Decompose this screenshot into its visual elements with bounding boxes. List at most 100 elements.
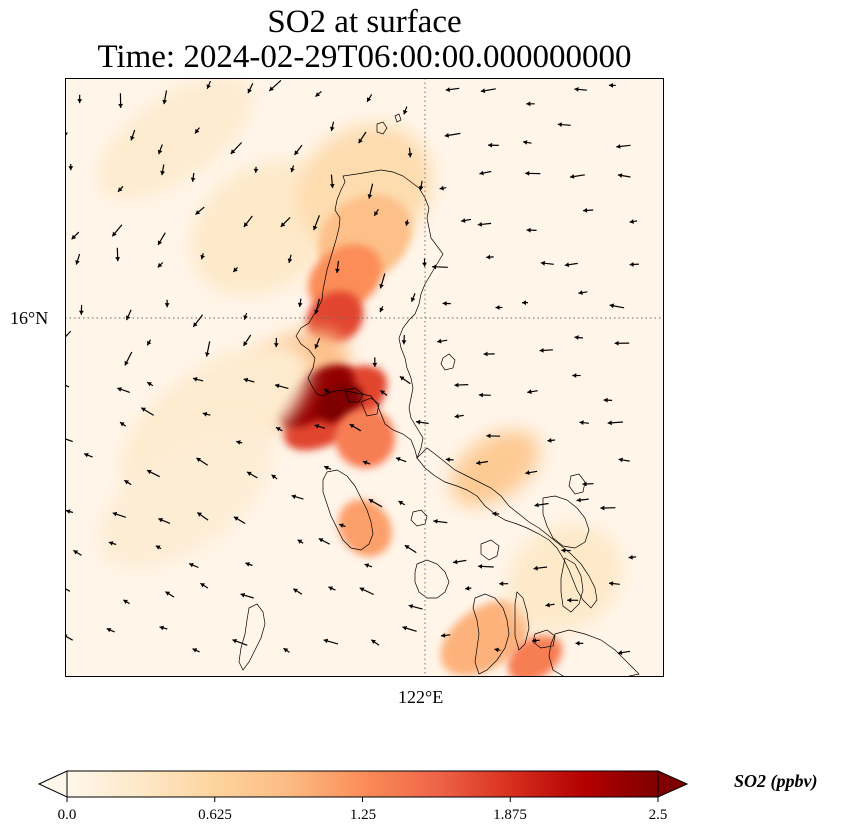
wind-arrow-head xyxy=(486,254,491,260)
wind-arrow-head xyxy=(603,397,608,403)
wind-arrow-head xyxy=(236,440,241,445)
wind-arrow-head xyxy=(368,499,374,504)
wind-arrow-head xyxy=(124,480,129,485)
wind-arrow-head xyxy=(379,307,384,313)
wind-arrow-head xyxy=(328,586,333,591)
wind-arrow-head xyxy=(243,222,249,227)
wind-arrow-head xyxy=(439,185,444,191)
wind-arrow-head xyxy=(607,420,612,426)
wind-arrow-head xyxy=(294,150,299,155)
wind-arrow-head xyxy=(193,322,198,327)
map-title-line2: Time: 2024-02-29T06:00:00.000000000 xyxy=(97,39,632,75)
wind-arrow-head xyxy=(494,647,499,653)
colorbar-extend-low xyxy=(37,770,68,798)
wind-arrow-shaft xyxy=(65,132,68,138)
wind-arrow-head xyxy=(276,427,281,432)
wind-arrow-head xyxy=(240,592,245,598)
wind-arrow-head xyxy=(364,563,370,568)
wind-arrow-shaft xyxy=(65,330,72,339)
wind-arrow-head xyxy=(574,335,579,340)
wind-arrow-head xyxy=(147,340,152,346)
wind-arrow-head xyxy=(290,167,295,173)
wind-arrow-head xyxy=(75,260,80,265)
wind-arrow-head xyxy=(106,627,112,633)
wind-arrow-head xyxy=(329,183,335,189)
wind-arrow-head xyxy=(579,420,584,425)
longitude-tick-label: 122°E xyxy=(398,687,444,707)
wind-arrow-head xyxy=(629,262,634,267)
wind-arrow-head xyxy=(445,87,450,92)
wind-arrow-head xyxy=(71,234,77,240)
wind-arrow-head xyxy=(404,545,410,550)
wind-arrow-head xyxy=(609,303,614,309)
so2-plume-patch xyxy=(97,78,253,200)
wind-arrow-head xyxy=(540,260,545,266)
so2-plume-patch xyxy=(276,364,354,428)
wind-arrow-head xyxy=(190,177,196,182)
wind-arrow-head xyxy=(608,82,613,88)
wind-arrow-head xyxy=(233,516,239,521)
colorbar-tick-label: 1.875 xyxy=(493,807,527,823)
wind-arrow-head xyxy=(118,187,123,192)
wind-arrow-head xyxy=(318,538,324,543)
wind-arrow-head xyxy=(287,258,293,263)
colorbar-tick-label: 2.5 xyxy=(648,807,668,823)
wind-arrow-head xyxy=(112,511,118,517)
wind-arrow-head xyxy=(545,602,550,608)
wind-arrow-head xyxy=(557,122,562,127)
wind-arrow-head xyxy=(253,168,259,173)
wind-arrow-head xyxy=(527,389,532,395)
wind-arrow-head xyxy=(575,640,580,646)
wind-arrow-head xyxy=(574,87,579,92)
wind-arrow-head xyxy=(162,99,168,105)
wind-arrow-head xyxy=(532,638,537,643)
wind-arrow-head xyxy=(314,424,320,429)
coastline-samar xyxy=(542,495,590,549)
map-canvas xyxy=(65,78,664,677)
wind-arrow-head xyxy=(245,562,250,567)
wind-arrow-head xyxy=(349,424,355,429)
wind-arrow-head xyxy=(275,383,280,389)
wind-arrow-head xyxy=(399,376,405,381)
coastline-catanduanes xyxy=(568,473,586,495)
wind-arrow-head xyxy=(600,505,605,511)
wind-arrow-head xyxy=(561,548,566,553)
wind-arrow-head xyxy=(117,387,122,392)
wind-arrow-head xyxy=(582,481,587,487)
wind-arrow-head xyxy=(488,142,493,148)
coastline-negros xyxy=(472,593,510,675)
wind-arrow-head xyxy=(416,419,421,425)
wind-arrow-head xyxy=(477,222,483,227)
wind-arrow-head xyxy=(77,99,83,104)
colorbar-gradient xyxy=(66,770,659,798)
wind-arrow-head xyxy=(578,290,583,295)
wind-arrow-head xyxy=(480,88,486,94)
wind-arrow-head xyxy=(195,128,200,134)
wind-arrow-head xyxy=(232,638,237,644)
wind-arrow-head xyxy=(247,471,252,476)
wind-arrow-head xyxy=(297,302,303,307)
wind-arrow-head xyxy=(374,211,379,216)
coastline-polillo xyxy=(440,353,456,371)
wind-arrow-head xyxy=(84,452,89,458)
coastline xyxy=(238,113,640,677)
wind-arrow-head xyxy=(499,581,504,587)
wind-arrow-head xyxy=(73,550,79,555)
wind-arrow-head xyxy=(315,92,320,97)
wind-arrow-head xyxy=(367,97,372,102)
wind-arrow-head xyxy=(206,84,211,89)
wind-arrow-head xyxy=(444,132,449,138)
wind-arrow-head xyxy=(123,599,128,604)
coastline-batanes xyxy=(394,113,402,123)
wind-arrow-head xyxy=(476,460,481,466)
wind-arrow-head xyxy=(432,264,437,270)
wind-arrow-head xyxy=(335,268,340,273)
map-panel[interactable] xyxy=(65,78,664,677)
wind-arrow-head xyxy=(479,170,484,176)
wind-arrow-head xyxy=(433,519,438,524)
colorbar-tick-label: 0.0 xyxy=(57,807,77,823)
wind-arrow-head xyxy=(141,407,146,412)
wind-arrow-head xyxy=(118,103,123,108)
wind-arrow-head xyxy=(465,585,470,591)
wind-arrow-head xyxy=(408,604,414,609)
